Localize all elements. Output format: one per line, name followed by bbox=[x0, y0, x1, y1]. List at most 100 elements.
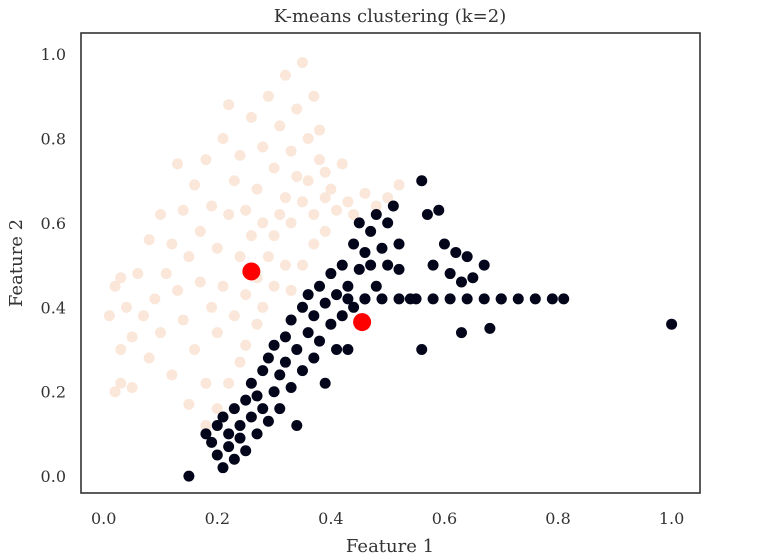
x-tick-label: 0.2 bbox=[205, 509, 230, 528]
cluster-0-point bbox=[211, 403, 223, 415]
cluster-1-point bbox=[308, 310, 320, 322]
cluster-1-point bbox=[393, 263, 405, 275]
cluster-0-point bbox=[240, 204, 252, 216]
cluster-0-point bbox=[268, 162, 280, 174]
cluster-0-point bbox=[319, 225, 331, 237]
cluster-0-point bbox=[251, 183, 263, 195]
cluster-1-point bbox=[308, 352, 320, 364]
cluster-0-point bbox=[279, 259, 291, 271]
cluster-1-point bbox=[325, 318, 337, 330]
cluster-0-point bbox=[132, 268, 144, 280]
cluster-1-point bbox=[319, 377, 331, 389]
cluster-1-point bbox=[376, 293, 388, 305]
cluster-1-point bbox=[302, 289, 314, 301]
cluster-1-point bbox=[285, 314, 297, 326]
cluster-0-point bbox=[228, 175, 240, 187]
cluster-1-point bbox=[296, 365, 308, 377]
cluster-1-point bbox=[438, 238, 450, 250]
cluster-1-point bbox=[353, 217, 365, 229]
cluster-1-point bbox=[268, 386, 280, 398]
cluster-1-point bbox=[461, 251, 473, 263]
y-tick-label: 0.6 bbox=[41, 214, 66, 233]
cluster-0-point bbox=[189, 179, 201, 191]
cluster-0-point bbox=[348, 208, 360, 220]
centroid-marker bbox=[242, 262, 261, 281]
cluster-0-point bbox=[172, 158, 184, 170]
cluster-0-point bbox=[166, 238, 178, 250]
cluster-1-point bbox=[546, 293, 558, 305]
cluster-0-point bbox=[206, 200, 218, 212]
cluster-0-point bbox=[285, 284, 297, 296]
cluster-1-point bbox=[444, 268, 456, 280]
cluster-0-point bbox=[223, 99, 235, 111]
cluster-1-point bbox=[206, 436, 218, 448]
cluster-0-point bbox=[183, 251, 195, 263]
cluster-1-point bbox=[421, 208, 433, 220]
cluster-1-point bbox=[427, 259, 439, 271]
cluster-0-point bbox=[382, 192, 394, 204]
cluster-0-point bbox=[319, 166, 331, 178]
x-tick-label: 0.6 bbox=[432, 509, 457, 528]
cluster-0-point bbox=[160, 268, 172, 280]
cluster-1-point bbox=[666, 318, 678, 330]
cluster-0-point bbox=[342, 196, 354, 208]
cluster-1-point bbox=[427, 293, 439, 305]
cluster-1-point bbox=[228, 403, 240, 415]
y-tick-label: 0.4 bbox=[41, 298, 66, 317]
cluster-1-point bbox=[512, 293, 524, 305]
cluster-1-point bbox=[467, 272, 479, 284]
cluster-1-point bbox=[382, 259, 394, 271]
cluster-1-point bbox=[279, 356, 291, 368]
y-tick-label: 0.2 bbox=[41, 383, 66, 402]
cluster-1-point bbox=[342, 280, 354, 292]
cluster-1-point bbox=[433, 204, 445, 216]
cluster-1-point bbox=[274, 369, 286, 381]
cluster-1-point bbox=[262, 352, 274, 364]
x-axis-ticks: 0.0 0.2 0.4 0.6 0.8 1.0 bbox=[91, 509, 684, 528]
cluster-1-point bbox=[529, 293, 541, 305]
cluster-1-point bbox=[331, 344, 343, 356]
cluster-1-point bbox=[240, 394, 252, 406]
cluster-1-point bbox=[484, 322, 496, 334]
cluster-0-point bbox=[217, 280, 229, 292]
cluster-1-point bbox=[376, 242, 388, 254]
cluster-1-point bbox=[342, 293, 354, 305]
cluster-0-point bbox=[223, 377, 235, 389]
cluster-1-point bbox=[223, 428, 235, 440]
cluster-0-point bbox=[115, 344, 127, 356]
cluster-0-point bbox=[200, 154, 212, 166]
cluster-1-point bbox=[285, 381, 297, 393]
cluster-1-point bbox=[478, 293, 490, 305]
cluster-1-point bbox=[257, 365, 269, 377]
cluster-0-point bbox=[211, 242, 223, 254]
cluster-1-point bbox=[234, 432, 246, 444]
x-tick-label: 1.0 bbox=[659, 509, 684, 528]
cluster-0-point bbox=[245, 230, 257, 242]
cluster-0-point bbox=[331, 204, 343, 216]
cluster-0-point bbox=[291, 170, 303, 182]
cluster-0-point bbox=[393, 179, 405, 191]
cluster-1-point bbox=[325, 268, 337, 280]
centroid-marker bbox=[353, 313, 372, 332]
cluster-1-point bbox=[331, 289, 343, 301]
cluster-0-point bbox=[274, 208, 286, 220]
cluster-0-point bbox=[200, 377, 212, 389]
cluster-1-point bbox=[251, 428, 263, 440]
cluster-1-point bbox=[274, 403, 286, 415]
cluster-1-point bbox=[495, 293, 507, 305]
y-tick-label: 0.8 bbox=[41, 130, 66, 149]
cluster-0-point bbox=[314, 124, 326, 136]
cluster-1-point bbox=[240, 445, 252, 457]
cluster-1-point bbox=[370, 208, 382, 220]
cluster-0-point bbox=[302, 133, 314, 145]
cluster-0-point bbox=[234, 251, 246, 263]
cluster-1-point bbox=[211, 449, 223, 461]
cluster-1-point bbox=[211, 419, 223, 431]
cluster-1-point bbox=[365, 225, 377, 237]
cluster-0-point bbox=[325, 183, 337, 195]
cluster-1-point bbox=[245, 411, 257, 423]
cluster-0-point bbox=[285, 145, 297, 157]
y-axis-ticks: 0.0 0.2 0.4 0.6 0.8 1.0 bbox=[41, 45, 66, 486]
cluster-1-point bbox=[365, 259, 377, 271]
